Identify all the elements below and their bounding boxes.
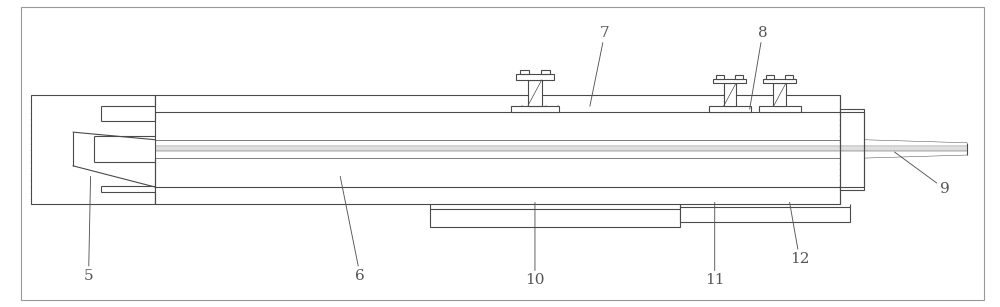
- Bar: [155, 95, 840, 112]
- Bar: [541, 70, 550, 74]
- Bar: [430, 208, 680, 227]
- Text: 12: 12: [790, 202, 809, 266]
- Bar: [528, 80, 542, 106]
- Bar: [31, 95, 155, 204]
- Bar: [766, 75, 774, 79]
- Bar: [680, 207, 850, 222]
- Text: 5: 5: [84, 177, 93, 283]
- Bar: [511, 106, 559, 112]
- Bar: [516, 74, 554, 80]
- Bar: [735, 75, 743, 79]
- Text: 6: 6: [340, 177, 365, 283]
- Bar: [709, 106, 751, 112]
- Text: 9: 9: [894, 152, 949, 196]
- Text: 7: 7: [590, 26, 610, 106]
- Text: 10: 10: [525, 202, 545, 287]
- Bar: [840, 109, 864, 190]
- Bar: [520, 70, 529, 74]
- Text: 8: 8: [750, 26, 767, 109]
- Bar: [713, 79, 746, 84]
- Text: 11: 11: [705, 202, 724, 287]
- Bar: [724, 84, 736, 106]
- Bar: [763, 79, 796, 84]
- Bar: [155, 187, 840, 204]
- Bar: [773, 84, 786, 106]
- Bar: [759, 106, 801, 112]
- Bar: [716, 75, 724, 79]
- Bar: [785, 75, 793, 79]
